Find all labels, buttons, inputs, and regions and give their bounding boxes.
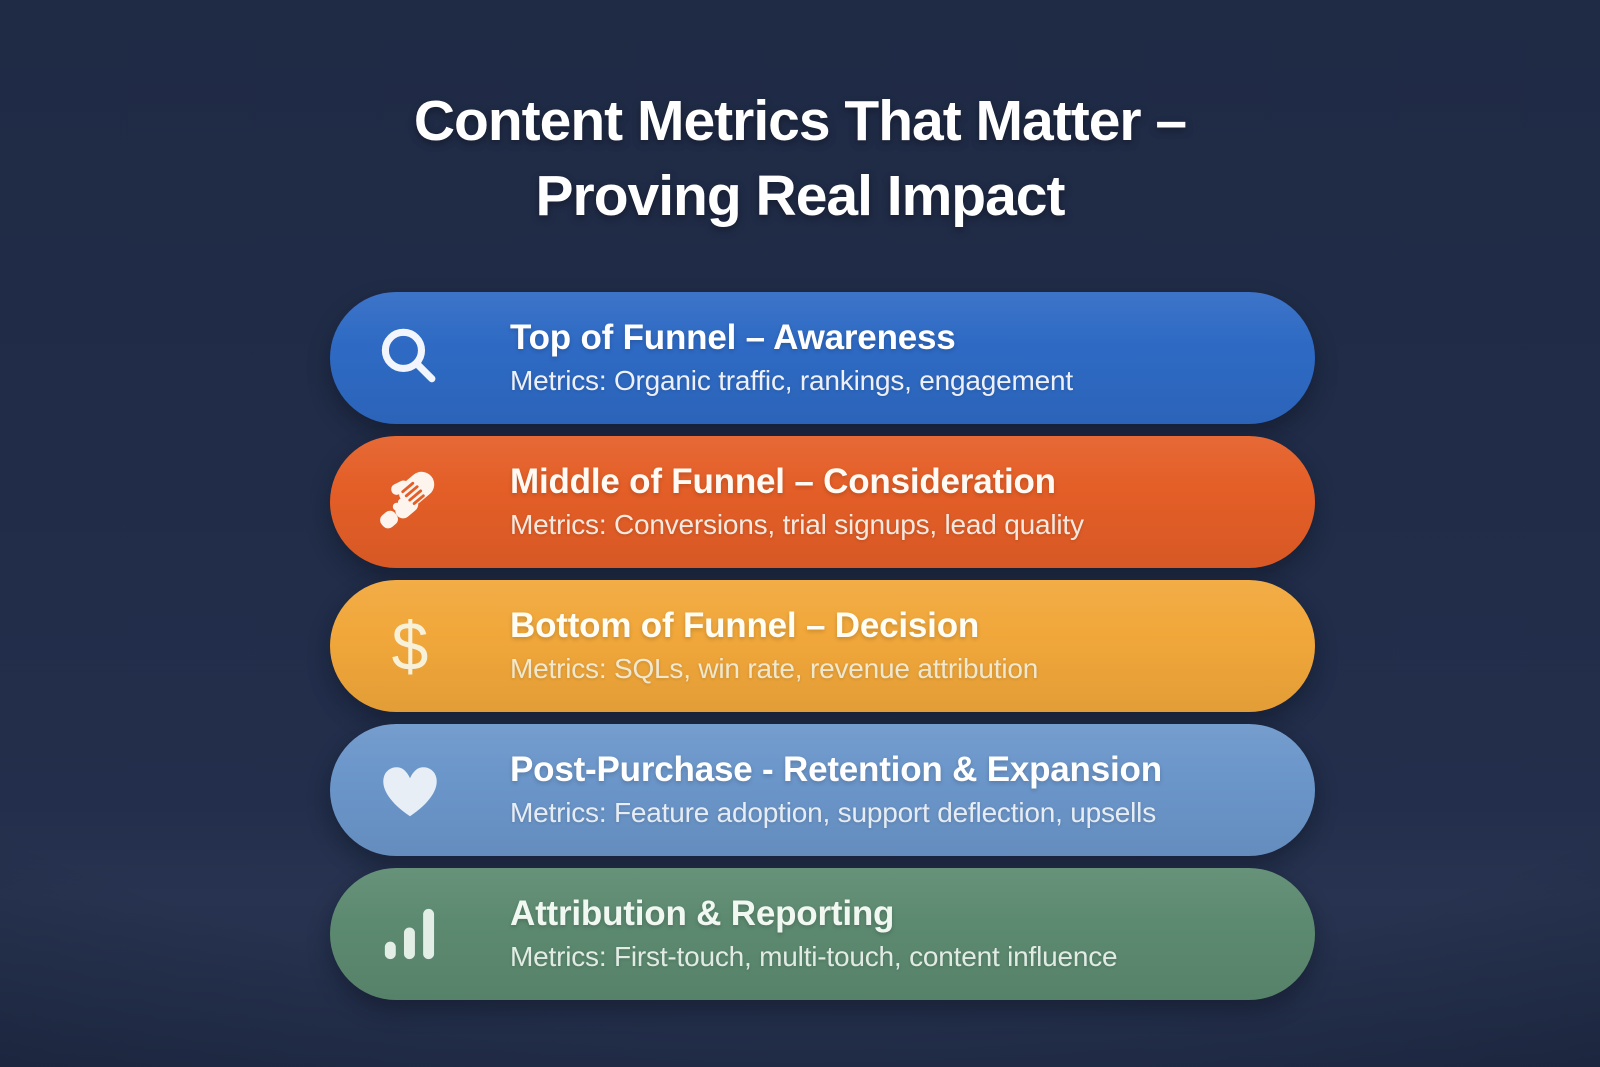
row-title: Top of Funnel – Awareness [510, 317, 956, 357]
page-title-line1: Content Metrics That Matter – [413, 89, 1187, 153]
funnel-row-attribution-reporting: Attribution & Reporting Metrics: First-t… [330, 868, 1315, 1000]
row-subtitle: Metrics: SQLs, win rate, revenue attribu… [510, 653, 1039, 685]
funnel-row-bottom-of-funnel: $ Bottom of Funnel – Decision Metrics: S… [330, 580, 1315, 712]
dollar-icon: $ [372, 608, 448, 684]
row-text: Top of Funnel – Awareness Metrics: Organ… [510, 317, 1315, 398]
row-subtitle: Metrics: Conversions, trial signups, lea… [510, 509, 1084, 541]
funnel-stack: Top of Funnel – Awareness Metrics: Organ… [330, 292, 1315, 1012]
row-title: Middle of Funnel – Consideration [510, 461, 1056, 501]
funnel-row-middle-of-funnel: Middle of Funnel – Consideration Metrics… [330, 436, 1315, 568]
page-title-line2: Proving Real Impact [535, 164, 1066, 228]
row-text: Middle of Funnel – Consideration Metrics… [510, 461, 1315, 542]
row-subtitle: Metrics: Feature adoption, support defle… [510, 797, 1156, 829]
row-title: Post-Purchase - Retention & Expansion [510, 749, 1162, 789]
row-subtitle: Metrics: Organic traffic, rankings, enga… [510, 365, 1073, 397]
heart-icon [372, 752, 448, 828]
page-title: Content Metrics That Matter – Proving Re… [0, 84, 1600, 234]
funnel-row-post-purchase: Post-Purchase - Retention & Expansion Me… [330, 724, 1315, 856]
handshake-icon [372, 464, 448, 540]
row-text: Bottom of Funnel – Decision Metrics: SQL… [510, 605, 1315, 686]
dollar-glyph: $ [391, 607, 429, 685]
row-subtitle: Metrics: First-touch, multi-touch, conte… [510, 941, 1118, 973]
search-icon [372, 320, 448, 396]
row-title: Bottom of Funnel – Decision [510, 605, 980, 645]
funnel-row-top-of-funnel: Top of Funnel – Awareness Metrics: Organ… [330, 292, 1315, 424]
row-title: Attribution & Reporting [510, 893, 895, 933]
row-text: Attribution & Reporting Metrics: First-t… [510, 893, 1315, 974]
bar-chart-icon [372, 896, 448, 972]
row-text: Post-Purchase - Retention & Expansion Me… [510, 749, 1315, 830]
